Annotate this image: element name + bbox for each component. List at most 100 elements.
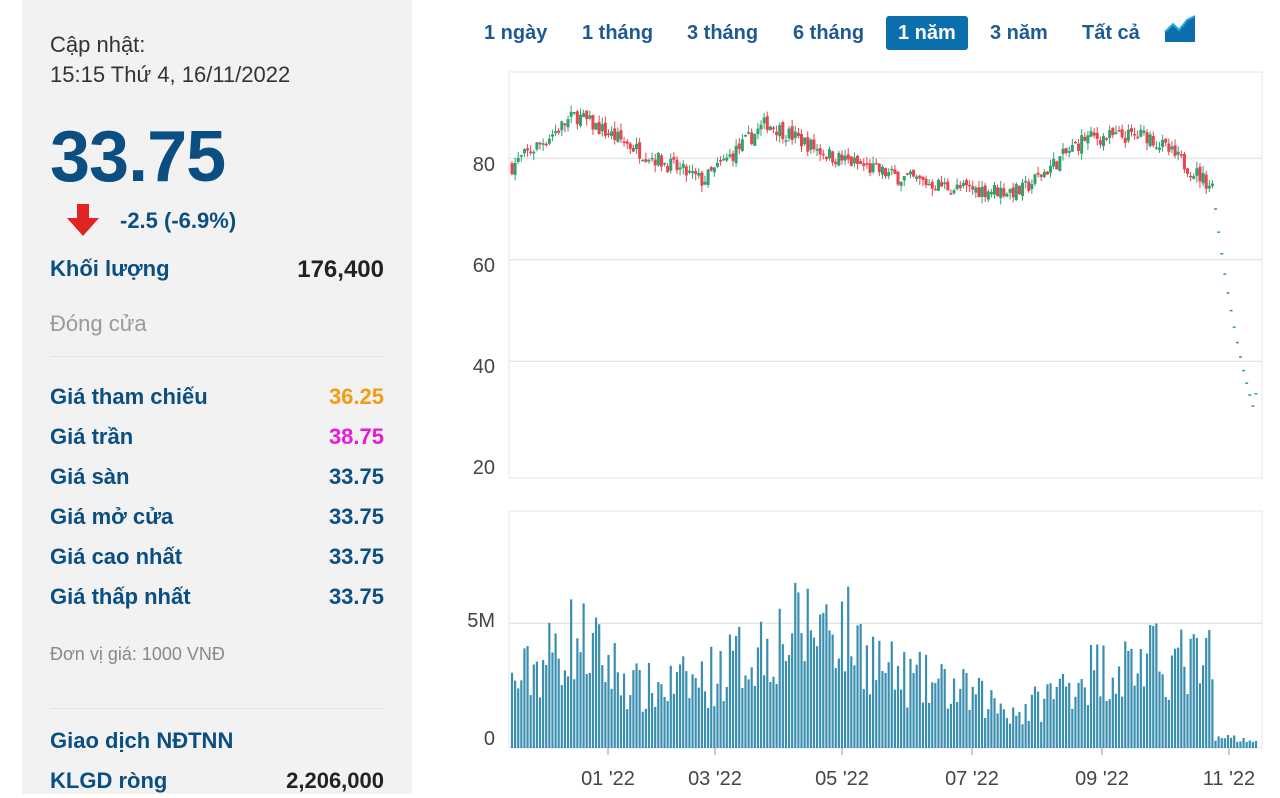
volume-bar [856, 625, 859, 748]
volume-bar [934, 683, 937, 748]
candle-body [834, 161, 838, 165]
volume-bar [862, 689, 865, 748]
candle-body [619, 130, 623, 140]
price-tick-label: 40 [473, 356, 495, 378]
volume-bar [1065, 686, 1068, 748]
candle-body [1033, 174, 1037, 184]
candle-body [575, 111, 579, 125]
update-time: 15:15 Thứ 4, 16/11/2022 [50, 62, 291, 87]
volume-bar [669, 665, 672, 748]
candle-body [1014, 183, 1018, 200]
tab-1-year[interactable]: 1 năm [886, 16, 968, 50]
tab-3-years[interactable]: 3 năm [990, 22, 1048, 44]
candle-body [743, 134, 747, 137]
candle-body [554, 131, 558, 134]
candle-body [828, 149, 832, 159]
volume-bar [1024, 703, 1027, 748]
volume-bar [535, 661, 539, 748]
volume-bar [1036, 691, 1040, 748]
candle-body [1089, 131, 1093, 137]
volume-bar [554, 633, 557, 748]
candle-body [918, 175, 922, 179]
candle-body [550, 134, 554, 137]
volume-bar [1099, 696, 1102, 748]
price-row: Giá thấp nhất 33.75 [50, 584, 384, 614]
volume-bar [791, 633, 794, 748]
tab-all[interactable]: Tất cả [1082, 22, 1140, 44]
volume-bar [918, 651, 921, 748]
volume-bar [638, 669, 641, 748]
update-label: Cập nhật: [50, 32, 146, 57]
candle-body [803, 137, 807, 145]
volume-bar [585, 674, 588, 748]
candle-body [1176, 151, 1180, 155]
candle-body [519, 155, 523, 157]
volume-bar [613, 643, 616, 748]
candle-body [1226, 292, 1230, 294]
candle-body [669, 158, 673, 171]
candle-body [1024, 180, 1028, 183]
candle-body [790, 126, 794, 140]
volume-bar [1180, 629, 1183, 748]
candle-body [1095, 132, 1099, 139]
candle-body [893, 169, 897, 174]
volume-bar [1158, 671, 1161, 748]
volume-bar [604, 682, 607, 748]
volume-bar [946, 708, 949, 748]
x-tick-label: 09 '22 [1075, 768, 1129, 790]
candle-body [1242, 369, 1246, 372]
tab-6-months[interactable]: 6 tháng [793, 22, 865, 44]
candle-body [1167, 143, 1171, 152]
candle-body [585, 110, 589, 120]
candle-body [653, 159, 657, 166]
x-tick-label: 03 '22 [688, 768, 742, 790]
candle-body [986, 191, 990, 200]
candle-body [656, 152, 660, 166]
candle-body [868, 163, 872, 173]
candle-body [952, 190, 956, 194]
candle-body [921, 176, 925, 180]
volume-bar [825, 604, 828, 748]
volume-tick-label: 5M [467, 610, 495, 632]
volume-bar [984, 717, 987, 748]
candle-body [821, 153, 825, 156]
tab-1-month[interactable]: 1 tháng [582, 22, 654, 44]
volume-bar [1136, 673, 1139, 748]
volume-bar [1183, 666, 1186, 748]
candle-body [809, 139, 813, 150]
price-tick-label: 20 [473, 457, 495, 479]
volume-bar [775, 683, 778, 748]
candle-body [930, 181, 934, 189]
volume-bar [591, 633, 595, 748]
candle-body [628, 143, 632, 149]
volume-bar [868, 694, 872, 748]
candle-body [880, 166, 884, 175]
volume-bar [1245, 741, 1248, 748]
volume-bar [672, 693, 675, 748]
volume-bar [657, 682, 660, 748]
candle-body [1232, 326, 1236, 328]
volume-bar [890, 641, 893, 748]
tab-1-day[interactable]: 1 ngày [484, 22, 548, 44]
volume-bar [996, 713, 999, 748]
volume-bar [1093, 670, 1096, 748]
volume-bar [694, 678, 697, 748]
volume-bar [725, 686, 728, 748]
volume-bar [538, 697, 542, 748]
candle-body [697, 173, 701, 176]
volume-bar [915, 664, 918, 748]
volume-bar [1008, 723, 1012, 748]
candle-body [1145, 132, 1149, 144]
volume-bar [872, 636, 875, 748]
volume-bar [1040, 721, 1043, 748]
volume-bar [753, 685, 756, 748]
volume-bar [931, 682, 934, 748]
tab-3-months[interactable]: 3 tháng [687, 22, 759, 44]
volume-bar [993, 698, 996, 748]
volume-bar [675, 672, 679, 748]
area-chart-icon[interactable] [1164, 14, 1196, 44]
volume-bar [1242, 737, 1245, 748]
volume-bar [1198, 683, 1202, 748]
candle-body [865, 163, 869, 165]
candle-body [1151, 136, 1155, 146]
